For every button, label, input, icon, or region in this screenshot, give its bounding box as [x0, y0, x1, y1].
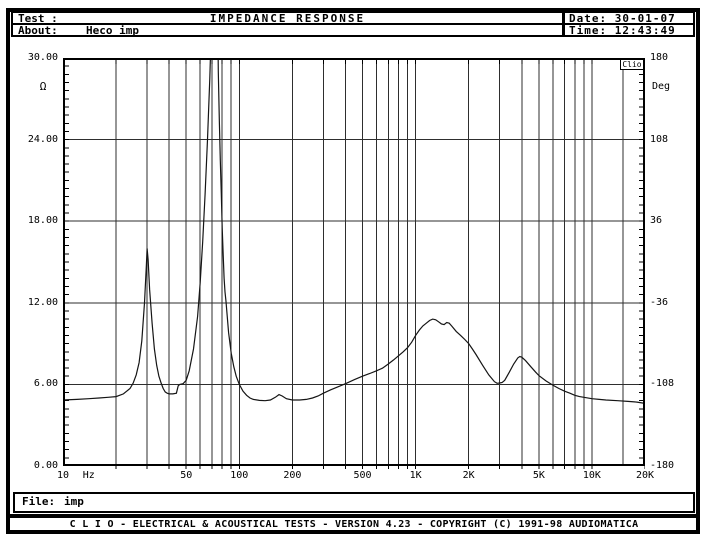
y-left-tick-label: 0.00 — [33, 460, 58, 471]
y-right-tick-label: -108 — [650, 378, 675, 390]
footer-separator — [10, 514, 698, 518]
y-left-tick-label: 6.00 — [33, 378, 58, 390]
page-title: IMPEDANCE RESPONSE — [209, 12, 366, 25]
x-tick-label: 100 — [230, 470, 249, 481]
file-value: imp — [64, 495, 84, 508]
about-label: About: — [18, 24, 58, 37]
x-tick-label: 2K — [462, 470, 475, 481]
x-tick-label: 50 — [180, 470, 193, 481]
test-label: Test : — [18, 12, 58, 25]
x-axis-unit-label: Hz — [82, 470, 95, 481]
ohm-unit-label: Ω — [39, 80, 47, 93]
date-value: Date: 30-01-07 — [569, 12, 676, 25]
time-box: Time: 12:43:49 — [563, 23, 695, 37]
footer-credits: C L I O - ELECTRICAL & ACOUSTICAL TESTS … — [69, 519, 639, 530]
x-tick-label: 200 — [283, 470, 302, 481]
impedance-plot-svg — [63, 58, 645, 469]
y-left-tick-label: 18.00 — [27, 215, 58, 227]
about-value: Heco imp — [86, 24, 139, 37]
x-tick-label: 10K — [582, 470, 601, 481]
y-right-tick-label: 180 — [650, 52, 669, 63]
clio-watermark-badge: Clio — [620, 59, 644, 70]
x-tick-label: 1K — [409, 470, 422, 481]
file-bar: File: imp — [13, 492, 695, 513]
y-left-tick-label: 30.00 — [27, 52, 58, 63]
deg-unit-label: Deg — [652, 81, 671, 92]
y-left-tick-label: 24.00 — [27, 133, 58, 145]
x-tick-label: 5K — [532, 470, 545, 481]
header-about-bar: About: Heco imp — [11, 23, 564, 37]
x-tick-label: 20K — [635, 470, 655, 481]
y-left-tick-label: 12.00 — [27, 296, 58, 308]
file-label: File: — [22, 495, 56, 508]
y-right-tick-label: -36 — [650, 296, 669, 308]
y-right-tick-label: 36 — [650, 215, 663, 227]
x-tick-label: 10 — [56, 470, 70, 481]
y-right-tick-label: -180 — [650, 460, 675, 471]
impedance-plot — [63, 58, 645, 470]
x-tick-label: 500 — [353, 470, 372, 481]
y-right-tick-label: 108 — [650, 133, 669, 145]
time-value: Time: 12:43:49 — [569, 24, 676, 37]
